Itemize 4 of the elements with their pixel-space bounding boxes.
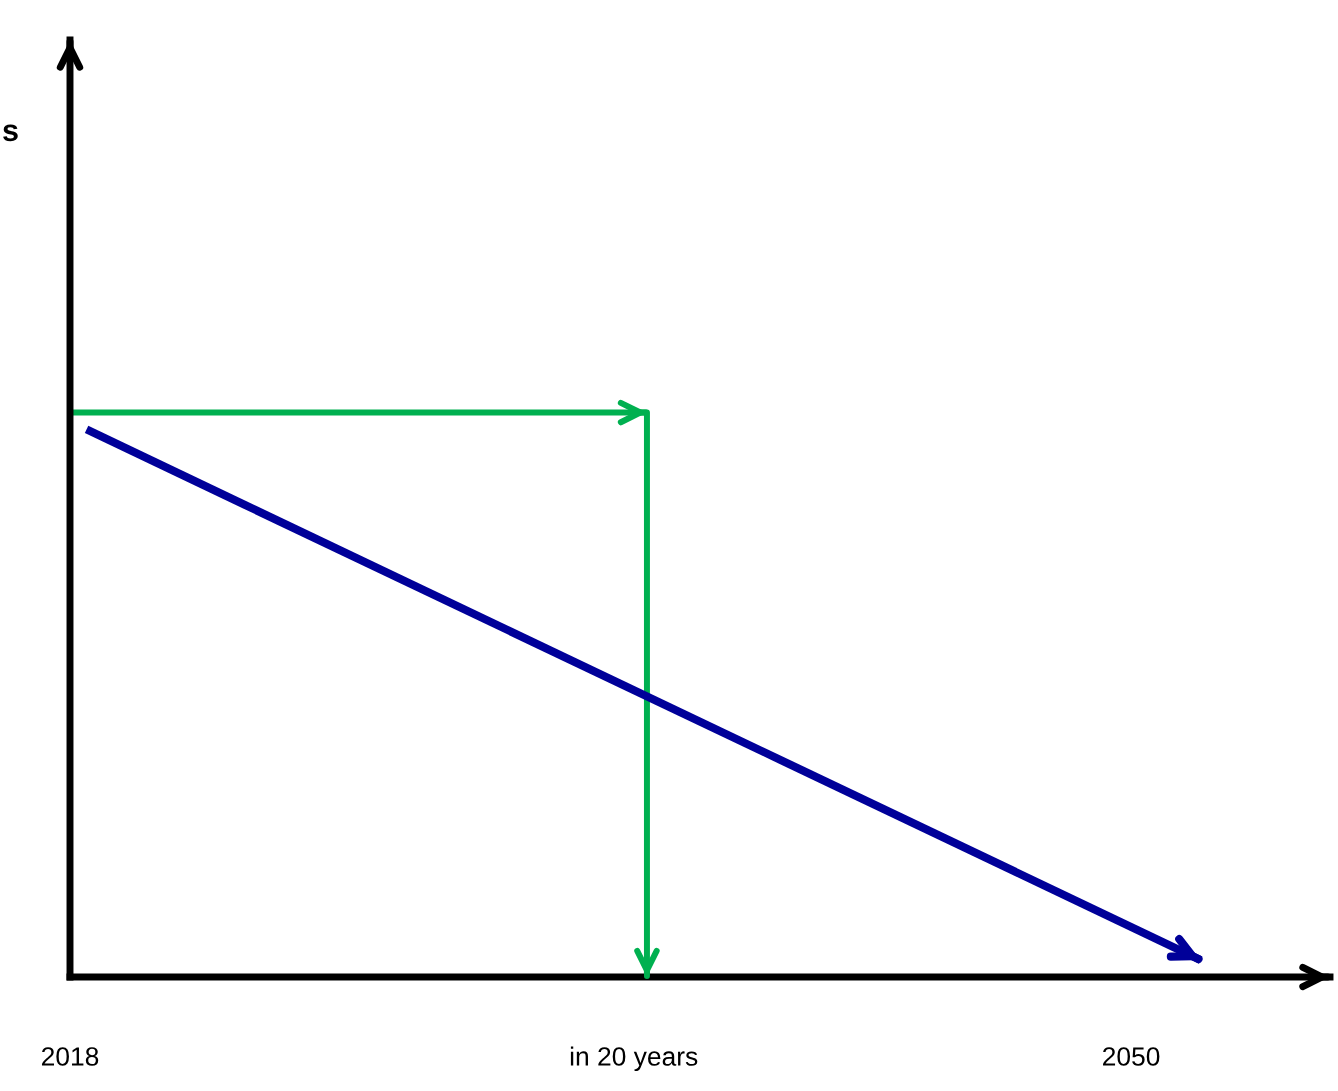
text: s [3,124,18,142]
x-tick-label: 2050 [1103,1047,1160,1066]
x-tick-label: 2018 [41,1047,99,1066]
x-tick-label: in 20 years [570,1046,698,1072]
